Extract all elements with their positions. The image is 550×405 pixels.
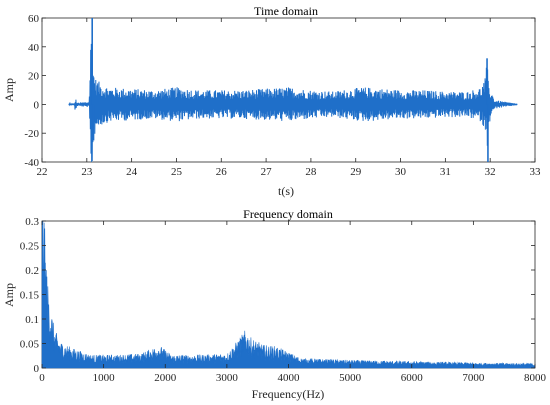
frequency-domain-ytick-label: 0.1 xyxy=(25,314,39,326)
time-domain-xtick-label: 26 xyxy=(216,166,228,178)
time-domain-xtick-label: 22 xyxy=(37,166,48,178)
frequency-domain-ylabel: Amp xyxy=(2,283,16,307)
frequency-domain-series xyxy=(41,220,536,369)
time-domain-ytick-label: 0 xyxy=(34,99,40,111)
time-domain-ytick-label: 40 xyxy=(28,42,40,54)
time-domain-line xyxy=(68,43,518,163)
time-domain-xtick-label: 23 xyxy=(81,166,93,178)
frequency-domain-xtick-label: 5000 xyxy=(339,372,362,384)
frequency-domain-spectrum xyxy=(41,220,536,369)
time-domain-xtick-label: 28 xyxy=(305,166,317,178)
time-domain-ytick-label: -20 xyxy=(24,128,39,140)
time-domain-xtick-label: 31 xyxy=(440,166,451,178)
frequency-domain-ytick-label: 0.2 xyxy=(25,265,39,277)
frequency-domain-xtick-label: 0 xyxy=(39,372,45,384)
frequency-domain-xtick-label: 3000 xyxy=(216,372,239,384)
time-domain-xtick-label: 24 xyxy=(126,166,138,178)
time-domain-xtick-label: 27 xyxy=(261,166,273,178)
time-domain-ytick-label: 20 xyxy=(28,71,40,83)
time-domain-title: Time domain xyxy=(254,4,318,18)
frequency-domain-xlabel: Frequency(Hz) xyxy=(252,387,325,401)
time-domain-axes-box xyxy=(41,17,536,163)
frequency-domain-ytick-label: 0 xyxy=(34,363,40,375)
frequency-domain-xtick-label: 4000 xyxy=(278,372,301,384)
frequency-domain-xtick-label: 1000 xyxy=(93,372,116,384)
frequency-domain-title: Frequency domain xyxy=(243,207,333,221)
time-domain-ytick-label: -40 xyxy=(24,157,39,169)
frequency-domain-xtick-label: 8000 xyxy=(524,372,547,384)
frequency-domain-plot: Frequency domain 0 1000 2000 3000 4000 5000 60… xyxy=(2,207,547,401)
time-domain-ylabel: Amp xyxy=(2,78,16,102)
frequency-domain-ytick-label: 0.15 xyxy=(20,290,40,302)
time-domain-xtick-label: 32 xyxy=(485,166,496,178)
frequency-domain-ticks: 0 1000 2000 3000 4000 5000 6000 7000 8000 0 0.05 0.… xyxy=(20,216,547,384)
frequency-domain-xtick-label: 2000 xyxy=(154,372,177,384)
frequency-domain-axes-box xyxy=(41,220,536,369)
frequency-domain-xtick-label: 6000 xyxy=(401,372,424,384)
time-domain-series xyxy=(68,18,518,163)
time-domain-xtick-label: 29 xyxy=(350,166,362,178)
time-domain-xtick-label: 30 xyxy=(395,166,407,178)
frequency-domain-ytick-label: 0.3 xyxy=(25,216,39,228)
time-domain-ticks: 22 23 24 25 26 27 28 29 30 31 32 33 -40 -20 0 20 40 60 xyxy=(24,13,541,178)
time-domain-plot: Time domain 22 23 24 25 26 27 28 29 30 31 32 33 -40 -… xyxy=(2,4,541,198)
frequency-domain-ytick-label: 0.05 xyxy=(20,339,40,351)
time-domain-xtick-label: 25 xyxy=(171,166,183,178)
frequency-domain-xtick-label: 7000 xyxy=(462,372,485,384)
time-domain-xtick-label: 33 xyxy=(530,166,542,178)
frequency-domain-ytick-label: 0.25 xyxy=(20,241,40,253)
time-domain-ytick-label: 60 xyxy=(28,13,40,25)
time-domain-xlabel: t(s) xyxy=(278,184,294,198)
